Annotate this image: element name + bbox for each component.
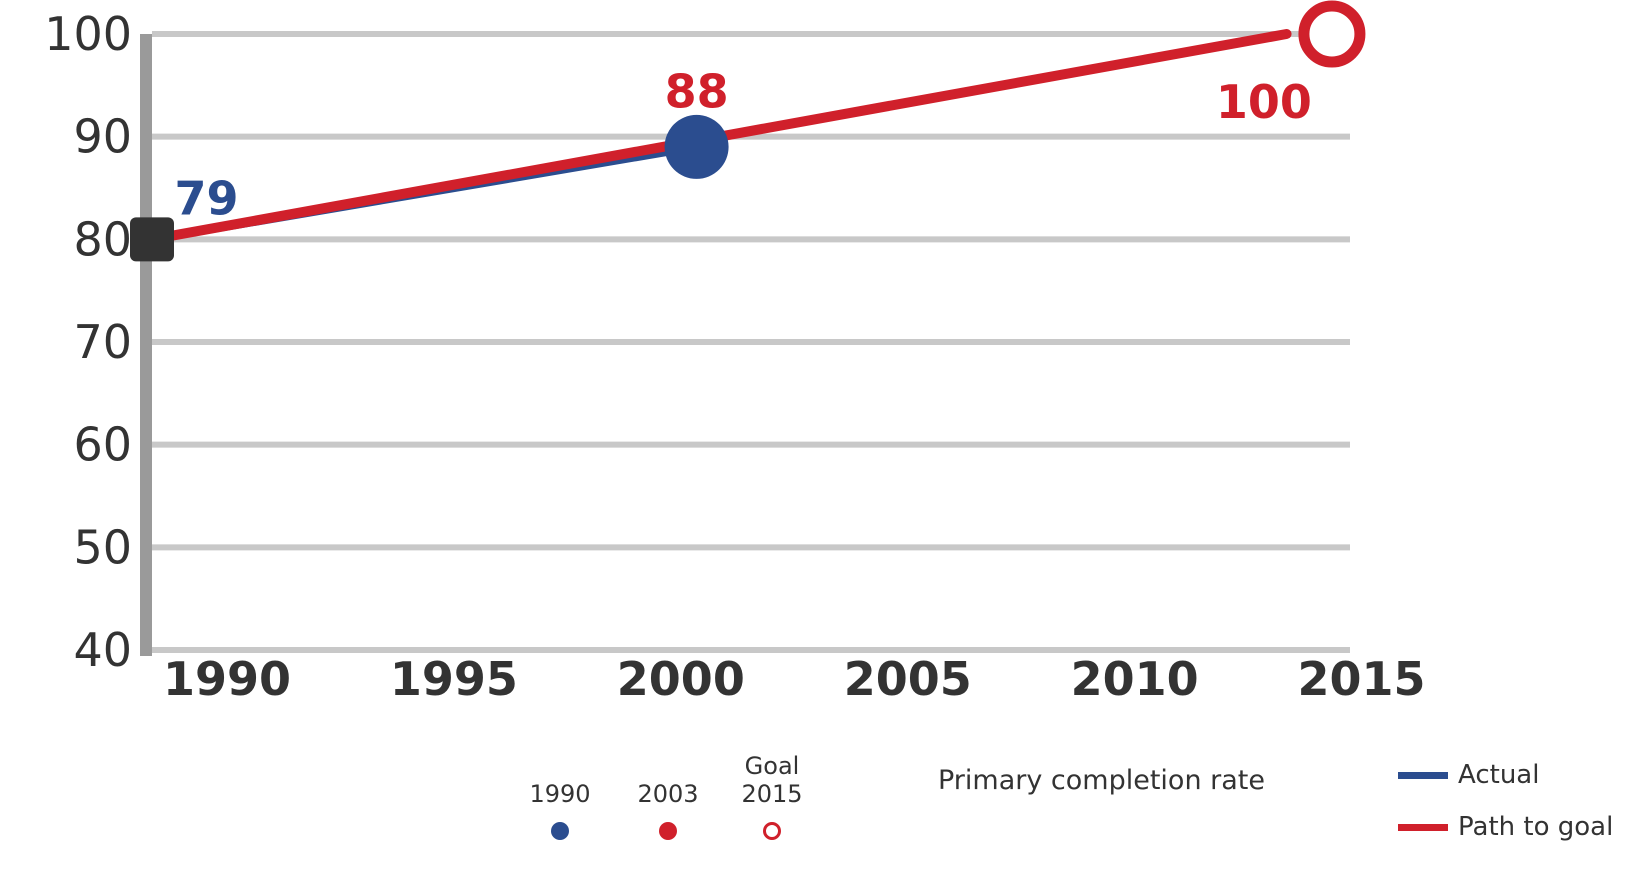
y-tick-70: 70 [73,315,132,369]
data-labels: 79 88 100 [174,64,1311,225]
ring-icon [763,822,781,840]
marker-m1990 [130,217,174,262]
marker-m2003 [664,114,729,179]
y-tick-40: 40 [73,623,132,677]
line-chart: 100 90 80 70 60 50 40 1990 1995 2000 2005 2010 2015… [44,0,1426,706]
x-tick-1990: 1990 [163,652,291,706]
dot-icon [551,822,569,840]
metric-label: Primary completion rate [938,765,1265,796]
y-tick-60: 60 [73,418,132,472]
x-tick-1995: 1995 [390,652,518,706]
legend-point-label: 2003 [637,780,699,808]
x-tick-2000: 2000 [617,652,745,706]
legend-entry-path: Path to goal [1398,812,1613,842]
legend-point-goal: Goal 2015 [732,752,812,846]
x-axis-ticks: 1990 1995 2000 2005 2010 2015 [163,652,1426,706]
y-tick-80: 80 [73,212,132,266]
line-swatch-icon [1398,823,1448,831]
legend-entry-label: Path to goal [1458,812,1614,842]
dot-icon [659,822,677,840]
x-tick-2010: 2010 [1071,652,1199,706]
data-label-l88: 88 [665,64,729,118]
line-swatch-icon [1398,771,1448,779]
data-label-l79: 79 [174,171,238,225]
legend-entry-actual: Actual [1398,760,1539,790]
x-tick-2015: 2015 [1298,652,1426,706]
legend-point-2003: 2003 [628,780,708,846]
y-axis-ticks: 100 90 80 70 60 50 40 [44,7,132,677]
marker-mgoal [1298,0,1366,68]
data-label-l100: 100 [1216,75,1312,129]
y-tick-90: 90 [73,110,132,164]
gridlines [152,31,1350,653]
legend-point-1990: 1990 [520,780,600,846]
y-tick-50: 50 [73,520,132,574]
y-tick-100: 100 [44,7,132,61]
data-markers [130,0,1366,262]
legend-point-label: 1990 [529,780,591,808]
legend-point-label: Goal 2015 [741,752,803,808]
legend-entry-label: Actual [1458,760,1540,790]
x-tick-2005: 2005 [844,652,972,706]
y-axis-bar [140,34,152,656]
